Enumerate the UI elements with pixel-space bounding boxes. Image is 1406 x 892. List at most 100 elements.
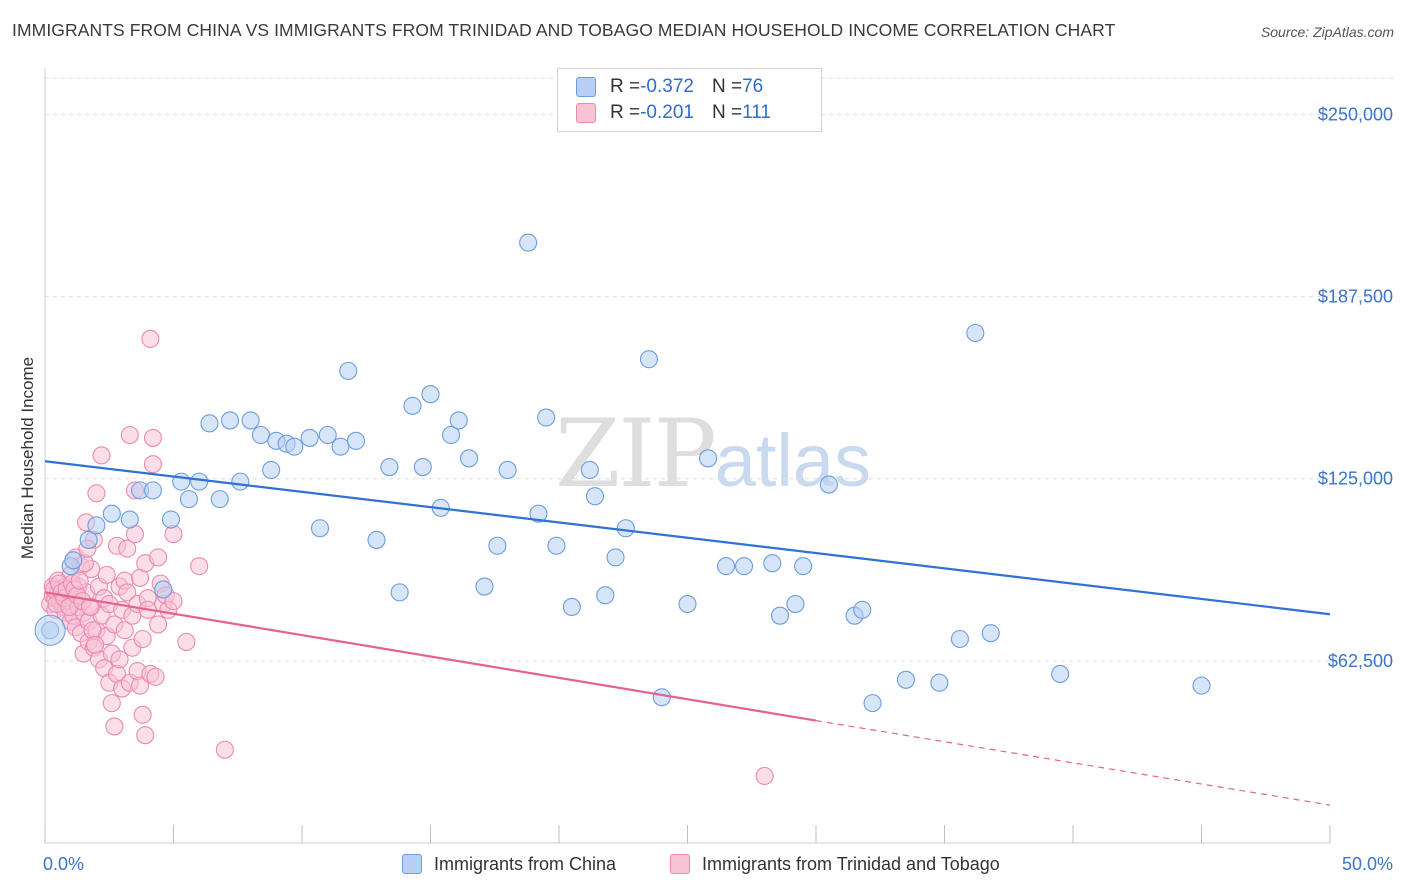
trinidad-trend-line bbox=[44, 591, 817, 722]
trinidad-point bbox=[97, 565, 116, 584]
trinidad-point bbox=[115, 621, 134, 640]
china-point bbox=[179, 490, 198, 509]
trinidad-point bbox=[146, 667, 165, 686]
china-point bbox=[580, 460, 599, 480]
legend-r-label: R = bbox=[610, 102, 641, 123]
x-tick-label-start: 0.0% bbox=[43, 854, 84, 874]
china-point bbox=[652, 688, 671, 707]
china-point bbox=[161, 510, 180, 529]
legend-n-label: N = bbox=[711, 76, 743, 97]
y-tick-label: $62,500 bbox=[1328, 651, 1393, 671]
trinidad-point bbox=[105, 717, 124, 736]
china-point bbox=[102, 504, 121, 523]
china-point bbox=[981, 624, 1000, 643]
china-point bbox=[154, 580, 173, 599]
china-point bbox=[413, 458, 432, 477]
china-point bbox=[699, 449, 718, 468]
china-point bbox=[930, 673, 949, 692]
trinidad-point bbox=[143, 455, 162, 474]
china-point bbox=[475, 577, 494, 596]
y-tick-label: $187,500 bbox=[1318, 287, 1393, 307]
china-point bbox=[498, 460, 517, 480]
china-point bbox=[863, 694, 882, 713]
china-point bbox=[262, 460, 281, 480]
china-point bbox=[488, 536, 507, 555]
china-point bbox=[819, 475, 838, 494]
china-point bbox=[639, 350, 659, 369]
china-point bbox=[331, 437, 350, 456]
trinidad-point bbox=[164, 592, 183, 611]
legend-box: R = -0.372 N = 76 R = -0.201 N = 111 bbox=[557, 68, 822, 132]
china-point bbox=[585, 487, 605, 506]
china-point bbox=[442, 425, 461, 445]
china-point bbox=[763, 554, 782, 573]
china-point bbox=[459, 449, 479, 468]
trinidad-point bbox=[136, 726, 155, 745]
trinidad-point bbox=[133, 629, 152, 649]
legend-row-china: R = -0.372 N = 76 bbox=[576, 75, 763, 99]
legend-r-label: R = bbox=[610, 76, 641, 97]
china-point bbox=[547, 536, 566, 555]
chart-title: IMMIGRANTS FROM CHINA VS IMMIGRANTS FROM… bbox=[12, 20, 1116, 40]
china-point-large bbox=[34, 614, 66, 646]
china-point bbox=[143, 481, 162, 500]
legend-n-value: 111 bbox=[742, 102, 771, 123]
china-point bbox=[251, 425, 270, 445]
trinidad-point bbox=[70, 571, 89, 590]
bottom-legend-swatch-trinidad bbox=[670, 854, 690, 874]
trinidad-point bbox=[149, 615, 168, 634]
china-point bbox=[966, 323, 985, 343]
legend-n-value: 76 bbox=[742, 76, 764, 97]
trinidad-point bbox=[110, 650, 129, 669]
china-point bbox=[421, 385, 440, 404]
legend-n-label: N = bbox=[711, 102, 743, 123]
china-point bbox=[678, 594, 697, 614]
china-point bbox=[231, 472, 250, 491]
x-tick-label-end: 50.0% bbox=[1342, 854, 1393, 874]
trinidad-point bbox=[118, 539, 137, 558]
china-point bbox=[190, 472, 209, 491]
trinidad-point bbox=[86, 635, 105, 654]
china-point bbox=[64, 551, 83, 570]
china-point bbox=[1192, 676, 1211, 695]
trinidad-point bbox=[141, 329, 160, 348]
trinidad-point bbox=[131, 676, 150, 695]
china-point bbox=[606, 548, 625, 567]
trinidad-point bbox=[755, 766, 774, 786]
legend-swatch-china bbox=[576, 77, 596, 97]
china-point bbox=[220, 411, 240, 430]
china-point bbox=[87, 516, 106, 535]
legend-swatch-trinidad bbox=[576, 103, 596, 123]
china-point bbox=[380, 458, 399, 477]
china-point bbox=[79, 530, 98, 549]
china-point bbox=[519, 233, 538, 252]
legend-row-trinidad: R = -0.201 N = 111 bbox=[576, 101, 771, 125]
bottom-legend-label-trinidad: Immigrants from Trinidad and Tobago bbox=[702, 853, 1000, 874]
trinidad-trend-line-extension bbox=[815, 720, 1331, 806]
trinidad-point bbox=[87, 484, 106, 503]
trinidad-point bbox=[120, 425, 139, 445]
china-point bbox=[734, 557, 754, 576]
china-point bbox=[200, 414, 219, 433]
trinidad-point bbox=[133, 705, 152, 724]
trinidad-point bbox=[149, 548, 168, 567]
china-point bbox=[285, 437, 304, 456]
china-point bbox=[616, 519, 635, 538]
bottom-legend-swatch-china bbox=[402, 854, 422, 874]
china-point bbox=[241, 411, 260, 430]
y-axis-label: Median Household Income bbox=[18, 356, 37, 560]
china-point bbox=[537, 408, 556, 427]
trinidad-point bbox=[177, 632, 196, 651]
china-point bbox=[390, 583, 409, 602]
china-point bbox=[770, 606, 790, 625]
china-point bbox=[120, 510, 139, 529]
china-point bbox=[310, 519, 330, 538]
china-point bbox=[794, 557, 813, 576]
china-point bbox=[562, 597, 581, 616]
china-point bbox=[853, 600, 872, 619]
china-point bbox=[1051, 664, 1070, 684]
china-point bbox=[896, 670, 916, 689]
trinidad-point bbox=[80, 597, 100, 616]
china-point bbox=[300, 428, 319, 447]
